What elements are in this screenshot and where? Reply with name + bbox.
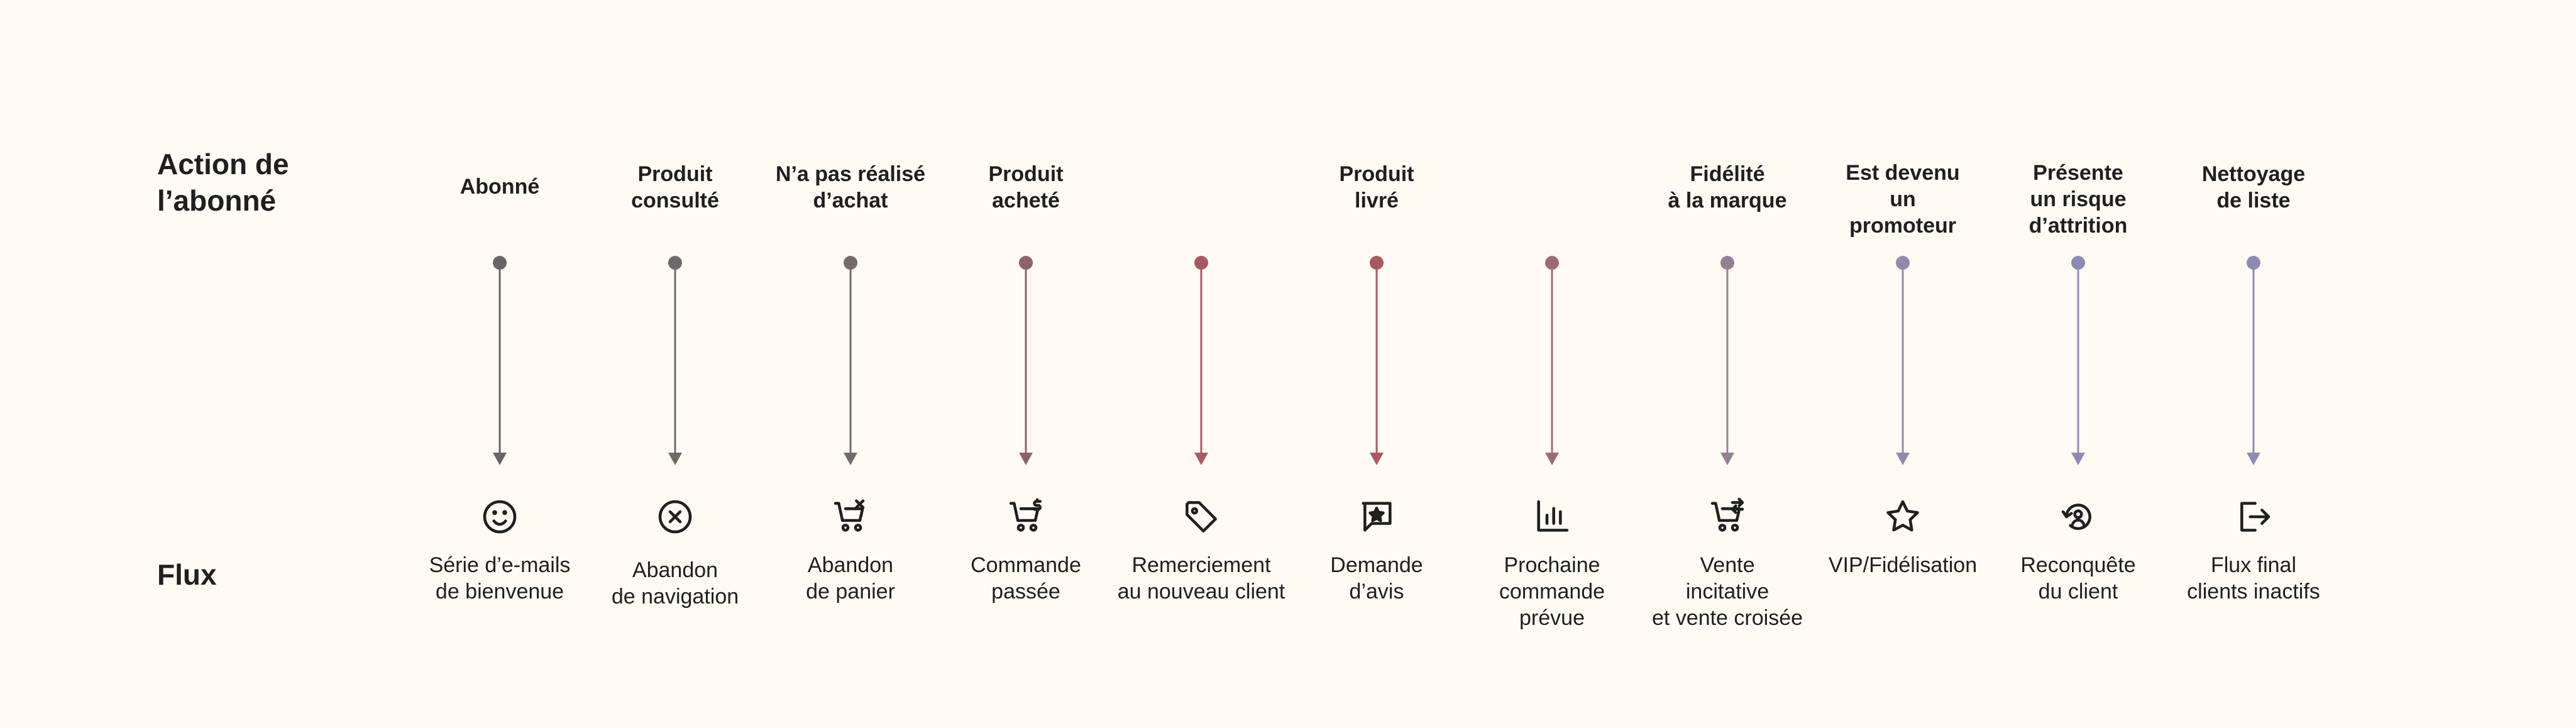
user-refresh-icon [2058, 497, 2098, 537]
timeline-dot [1545, 256, 1559, 270]
cart-dollar-icon [1006, 497, 1046, 537]
arrow-head [1720, 453, 1734, 465]
step-connector [1370, 256, 1384, 465]
step-connector [1019, 256, 1033, 465]
cart-swap-icon [1707, 497, 1748, 537]
arrow-head [1545, 453, 1559, 465]
timeline-dot [668, 256, 682, 270]
action-label: Fidélité à la marque [1668, 162, 1787, 212]
timeline-dot [2247, 256, 2260, 270]
timeline-dot [1194, 256, 1208, 270]
flux-label: Abandon de panier [806, 553, 895, 604]
arrow-head [1896, 453, 1910, 465]
flux-label: Commande passée [971, 553, 1081, 604]
step-connector [844, 256, 857, 465]
arrow-head [1370, 453, 1384, 465]
flux-label: Vente incitative et vente croisée [1651, 553, 1803, 630]
timeline-dot [493, 256, 507, 270]
arrow-head [1019, 453, 1033, 465]
action-label: Nettoyage de liste [2201, 162, 2306, 212]
timeline-dot [2071, 256, 2085, 270]
step-connector [1545, 256, 1559, 465]
flux-label: Demande d’avis [1330, 553, 1423, 604]
flux-label: Reconquête du client [2020, 553, 2136, 604]
row-label-flux: Flux [157, 558, 217, 591]
review-star-icon [1357, 497, 1397, 537]
timeline-dot [1896, 256, 1910, 270]
timeline-dot [1019, 256, 1033, 270]
flux-label: Remerciement au nouveau client [1117, 553, 1285, 604]
step-connector [2071, 256, 2085, 465]
step-connector [1896, 256, 1910, 465]
tag-icon [1181, 497, 1221, 537]
bar-chart-icon [1532, 497, 1572, 537]
action-label: Présente un risque d’attrition [2028, 161, 2128, 238]
action-label: Produit consulté [631, 162, 719, 212]
arrow-head [493, 453, 507, 465]
flux-label: Abandon de navigation [611, 558, 739, 609]
star-icon [1883, 497, 1923, 537]
action-label: N’a pas réalisé d’achat [775, 162, 926, 212]
flux-label: VIP/Fidélisation [1828, 553, 1978, 577]
timeline-dot [1370, 256, 1384, 270]
arrow-head [2247, 453, 2260, 465]
timeline-dot [844, 256, 857, 270]
row-label-action: Action de l’abonné [157, 148, 289, 217]
step-connector [493, 256, 507, 465]
cart-remove-icon [830, 497, 871, 537]
flux-label: Série d’e-mails de bienvenue [429, 553, 571, 604]
step-connector [668, 256, 682, 465]
close-circle-icon [655, 497, 695, 537]
flux-label: Prochaine commande prévue [1499, 553, 1605, 630]
smiley-icon [480, 497, 520, 537]
logout-icon [2233, 497, 2274, 537]
action-label: Produit acheté [988, 162, 1064, 212]
action-label: Produit livré [1339, 162, 1414, 212]
action-label: Abonné [460, 175, 540, 199]
timeline-dot [1720, 256, 1734, 270]
step-connector [1720, 256, 1734, 465]
step-connector [1194, 256, 1208, 465]
arrow-head [1194, 453, 1208, 465]
flux-label: Flux final clients inactifs [2187, 553, 2320, 604]
arrow-head [668, 453, 682, 465]
action-label: Est devenu un promoteur [1846, 161, 1960, 238]
step-connector [2247, 256, 2260, 465]
arrow-head [2071, 453, 2085, 465]
arrow-head [844, 453, 857, 465]
